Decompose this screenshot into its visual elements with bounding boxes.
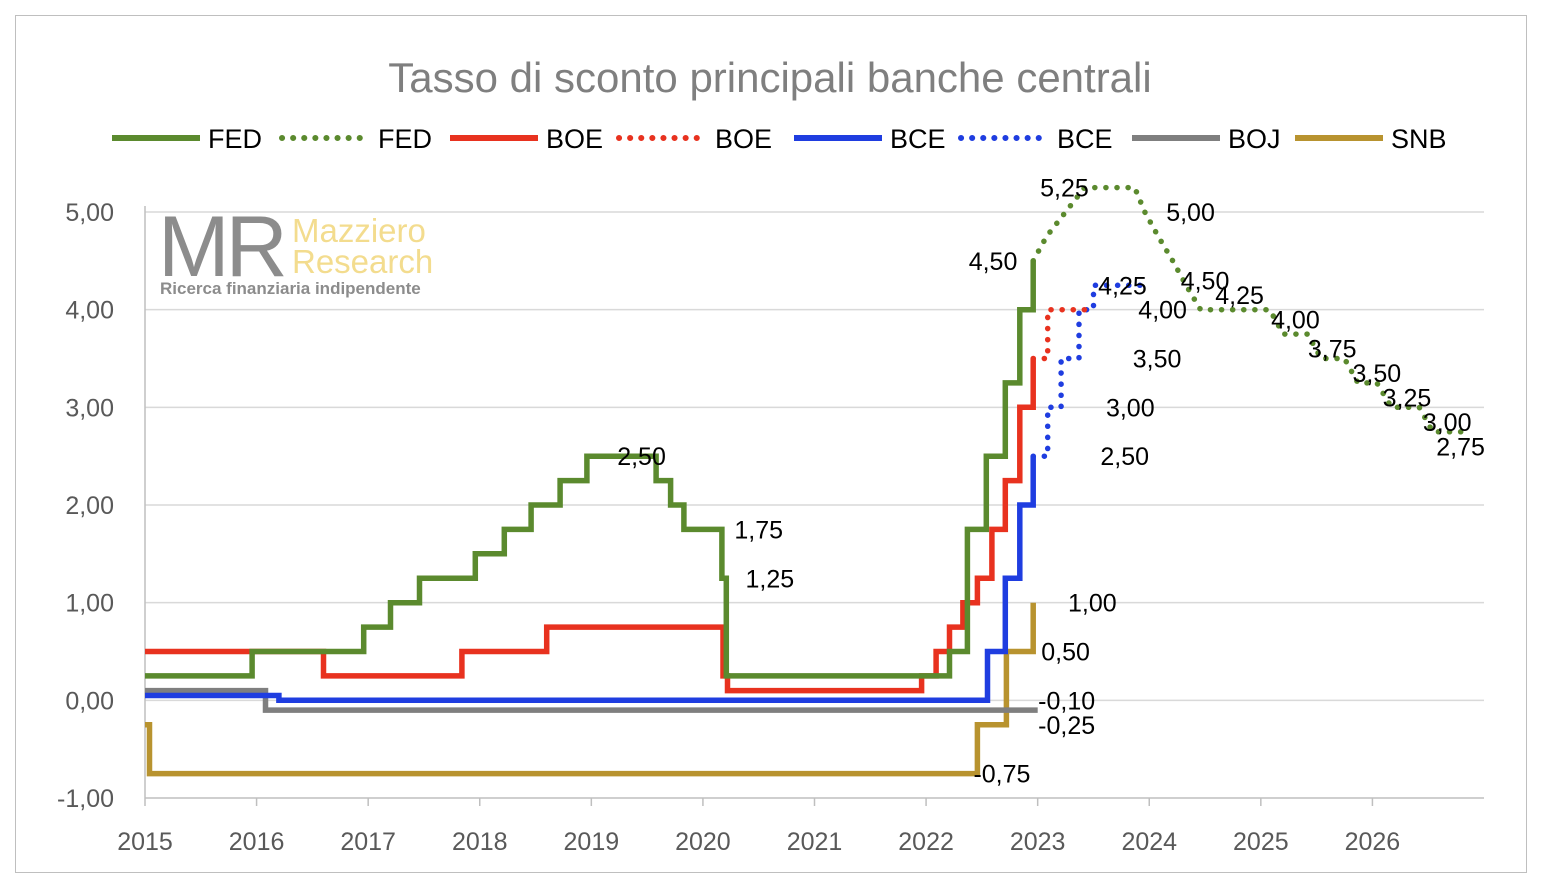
data-label-7: 4,00 (1138, 297, 1187, 325)
data-label-23: 2,75 (1436, 433, 1485, 461)
logo-name-line2: Research (292, 243, 433, 280)
data-label-10: 2,50 (1100, 443, 1149, 471)
logo-tagline: Ricerca finanziaria indipendente (160, 279, 421, 298)
data-label-16: 4,50 (1181, 267, 1230, 295)
data-label-9: 3,00 (1106, 394, 1155, 422)
data-label-17: 4,25 (1215, 282, 1264, 310)
data-label-0: 2,50 (617, 443, 666, 471)
data-labels: 2,501,751,254,505,255,004,254,003,503,00… (617, 175, 1485, 789)
legend-label-5: BCE (1057, 124, 1113, 154)
legend-label-7: SNB (1391, 124, 1447, 154)
legend-label-3: BOE (715, 124, 772, 154)
x-tick-label-4: 2019 (564, 828, 620, 856)
x-tick-label-8: 2023 (1010, 828, 1066, 856)
logo: MR Mazziero Research Ricerca finanziaria… (158, 199, 433, 298)
data-label-12: 0,50 (1041, 639, 1090, 667)
x-tick-label-5: 2020 (675, 828, 731, 856)
legend-label-6: BOJ (1228, 124, 1281, 154)
chart-title: Tasso di sconto principali banche centra… (388, 54, 1151, 101)
data-label-18: 4,00 (1271, 306, 1320, 334)
series-lines (145, 184, 1474, 777)
series-line-snb-solid-7 (145, 602, 1036, 777)
y-tick-label-5: 4,00 (65, 297, 114, 325)
y-tick-label-1: 0,00 (65, 687, 114, 715)
y-tick-label-2: 1,00 (65, 590, 114, 618)
series-line-bce-dotted-5 (1030, 282, 1148, 459)
data-label-14: -0,25 (1038, 712, 1095, 740)
x-tick-label-10: 2025 (1233, 828, 1289, 856)
data-label-11: 1,00 (1068, 590, 1117, 618)
data-label-22: 3,00 (1423, 409, 1472, 437)
x-tick-label-11: 2026 (1345, 828, 1401, 856)
data-label-1: 1,75 (734, 516, 783, 544)
x-tick-label-0: 2015 (117, 828, 173, 856)
legend-label-4: BCE (890, 124, 946, 154)
y-tick-label-4: 3,00 (65, 394, 114, 422)
x-tick-label-9: 2024 (1121, 828, 1177, 856)
y-tick-label-0: -1,00 (57, 785, 114, 813)
data-label-20: 3,50 (1353, 360, 1402, 388)
x-tick-label-3: 2018 (452, 828, 508, 856)
legend: FED FED BOE BOE BCE BCE BOJ SNB (112, 124, 1447, 154)
x-tick-label-6: 2021 (787, 828, 843, 856)
legend-label-0: FED (208, 124, 262, 154)
data-label-5: 5,00 (1166, 199, 1215, 227)
data-label-19: 3,75 (1308, 336, 1357, 364)
data-label-2: 1,25 (746, 565, 795, 593)
logo-name-line1: Mazziero (292, 212, 426, 249)
y-tick-label-6: 5,00 (65, 199, 114, 227)
series-line-boe-solid-2 (145, 358, 1036, 694)
series-line-boj-solid-6 (145, 687, 1038, 713)
data-label-8: 3,50 (1133, 346, 1182, 374)
y-axis-ticks: -1,00 0,00 1,00 2,00 3,00 4,00 5,00 (57, 199, 114, 813)
legend-label-1: FED (378, 124, 432, 154)
data-label-21: 3,25 (1383, 385, 1432, 413)
data-label-13: -0,10 (1038, 687, 1095, 715)
legend-label-2: BOE (546, 124, 603, 154)
data-label-15: -0,75 (973, 761, 1030, 789)
y-tick-label-3: 2,00 (65, 492, 114, 520)
data-label-4: 5,25 (1040, 175, 1089, 203)
x-tick-label-7: 2022 (898, 828, 954, 856)
x-tick-label-1: 2016 (229, 828, 285, 856)
x-tick-label-2: 2017 (340, 828, 396, 856)
logo-mark: MR (158, 199, 285, 295)
data-label-6: 4,25 (1098, 272, 1147, 300)
series-line-bce-solid-4 (145, 456, 1036, 704)
data-label-3: 4,50 (969, 248, 1018, 276)
chart-frame (15, 15, 1527, 873)
x-axis-ticks: 2015 2016 2017 2018 2019 2020 2021 2022 2023 2024… (117, 798, 1400, 856)
series-line-fed-solid-0 (145, 260, 1036, 679)
